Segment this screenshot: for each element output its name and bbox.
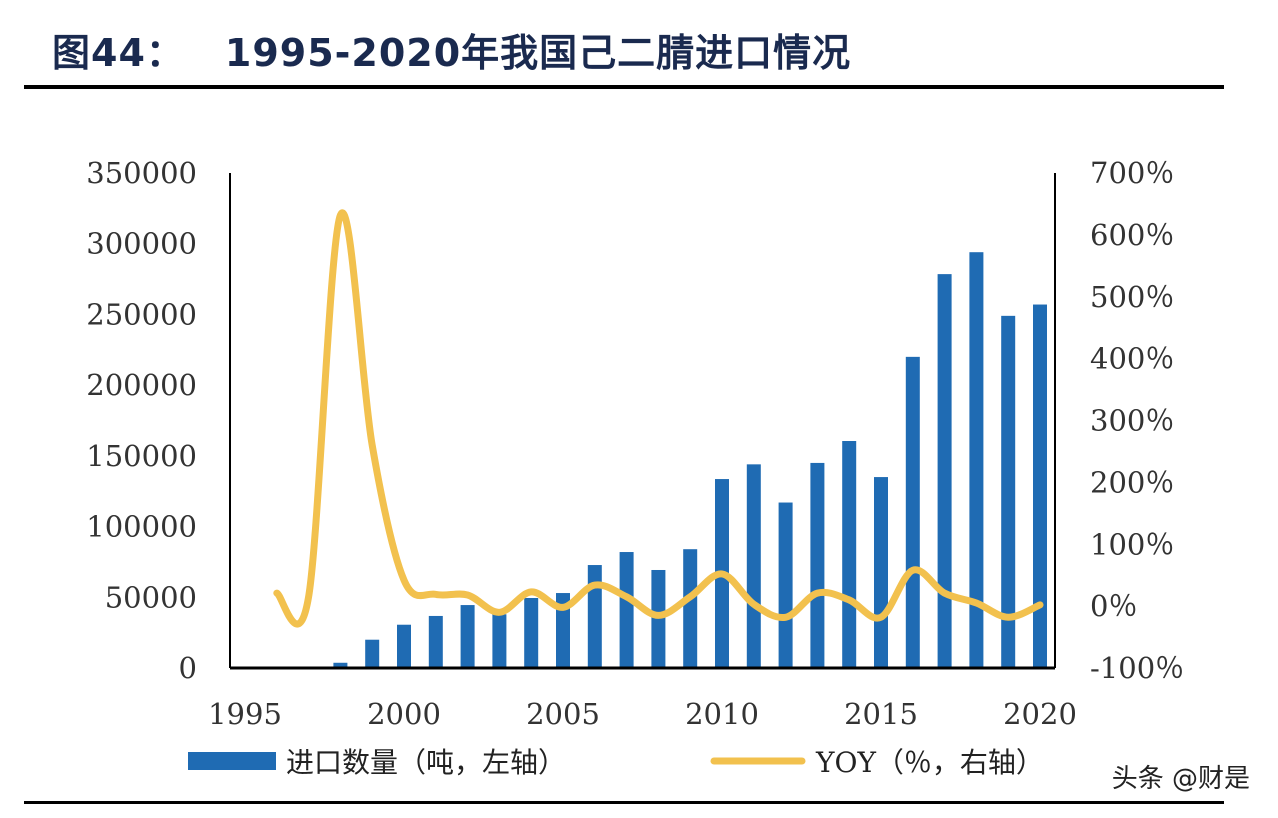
bar-2012 [778, 502, 793, 668]
left-tick-label: 350000 [86, 156, 197, 190]
right-tick-label: 100％ [1090, 527, 1174, 561]
yoy-line [273, 209, 1044, 628]
bar-2004 [524, 597, 539, 668]
bar-2006 [587, 565, 602, 668]
watermark: 头条 @财是 [1111, 764, 1250, 794]
left-tick-label: 150000 [86, 439, 197, 473]
bar-2007 [619, 552, 634, 668]
bar-2019 [1001, 315, 1016, 668]
legend: 进口数量（吨，左轴） YOY（％，右轴） [188, 746, 1044, 779]
left-tick-label: 50000 [105, 580, 197, 614]
x-tick-label: 2015 [844, 697, 918, 731]
right-tick-label: 600％ [1090, 218, 1174, 252]
right-tick-label: 300％ [1090, 404, 1174, 438]
bar-2009 [683, 549, 698, 668]
right-tick-label: 700％ [1090, 156, 1174, 190]
bar-2011 [746, 464, 761, 668]
bar-2002 [460, 605, 475, 668]
bar-2018 [969, 252, 984, 668]
bar-2005 [556, 593, 570, 668]
left-tick-label: 0 [179, 651, 197, 685]
right-tick-label: 0％ [1090, 589, 1137, 623]
bar-2013 [810, 462, 825, 668]
x-tick-label: 2005 [526, 697, 600, 731]
x-tick-label: 2010 [685, 697, 759, 731]
bar-2001 [428, 615, 443, 668]
top-rule [24, 85, 1224, 89]
left-tick-label: 200000 [86, 368, 197, 402]
bar-2016 [905, 356, 920, 668]
figure-title: 1995-2020年我国己二腈进口情况 [224, 31, 852, 75]
legend-bar-label: 进口数量（吨，左轴） [286, 746, 566, 779]
left-tick-label: 300000 [86, 227, 197, 261]
right-tick-label: -100％ [1090, 651, 1184, 685]
page-title: 图44： 1995-2020年我国己二腈进口情况 [52, 22, 851, 77]
figure-number: 图44： [52, 31, 185, 75]
bar-2014 [842, 441, 857, 668]
left-tick-label: 250000 [86, 297, 197, 331]
legend-bar-swatch [188, 752, 276, 770]
bar-2017 [937, 274, 952, 668]
x-tick-label: 2000 [367, 697, 441, 731]
right-tick-label: 500％ [1090, 280, 1174, 314]
legend-line-label: YOY（％，右轴） [815, 746, 1044, 779]
bottom-rule [24, 801, 1224, 804]
bar-2020 [1033, 304, 1047, 668]
bar-2000 [397, 624, 411, 668]
bar-2003 [492, 614, 507, 668]
bar-2008 [651, 569, 666, 668]
left-tick-label: 100000 [86, 510, 197, 544]
right-tick-label: 400％ [1090, 342, 1174, 376]
bar-1998 [333, 662, 348, 668]
bar-2015 [874, 477, 888, 668]
right-tick-label: 200％ [1090, 465, 1174, 499]
x-tick-label: 1995 [208, 697, 282, 731]
bar-1999 [365, 639, 380, 668]
x-tick-label: 2020 [1003, 697, 1077, 731]
